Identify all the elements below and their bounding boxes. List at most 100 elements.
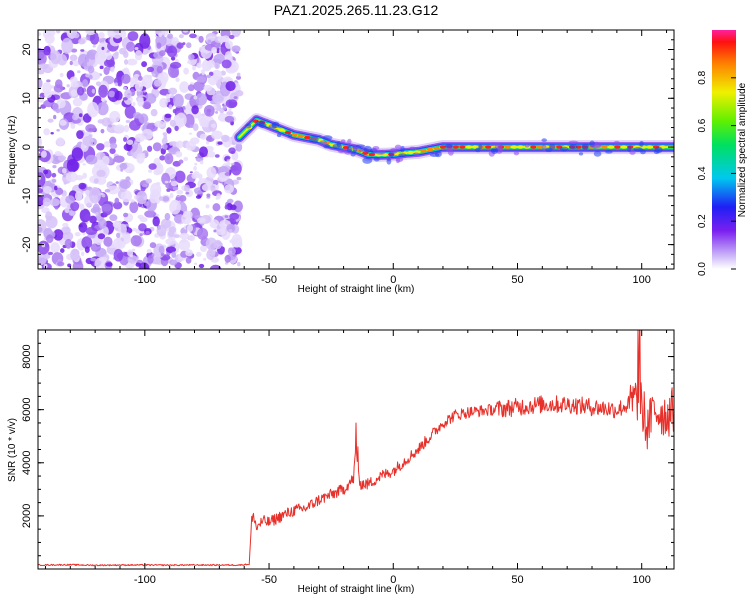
noise-blob	[169, 119, 177, 127]
noise-blob	[170, 68, 180, 78]
ridge-glow	[318, 140, 327, 147]
ridge-glow	[633, 147, 643, 152]
noise-blob	[89, 186, 101, 204]
noise-blob	[174, 125, 179, 132]
noise-blob	[119, 162, 128, 170]
noise-blob	[57, 155, 67, 162]
noise-blob	[53, 229, 64, 241]
x-tick-label: 0	[390, 574, 396, 586]
noise-blob	[171, 36, 179, 46]
noise-blob	[159, 97, 168, 108]
colorbar: 0.0 0.2 0.4 0.6 0.8 Normalized spectral ampl…	[697, 30, 748, 276]
ridge-glow	[363, 145, 372, 153]
noise-blob	[169, 94, 174, 99]
ridge-hot-spot	[646, 145, 653, 149]
noise-blob	[125, 119, 131, 124]
noise-blob	[149, 242, 157, 249]
noise-blob	[46, 79, 51, 83]
noise-blob	[137, 75, 143, 81]
noise-blob	[203, 104, 215, 117]
noise-blob	[107, 185, 120, 195]
ridge-hot-spot	[439, 145, 447, 149]
noise-blob	[54, 150, 62, 157]
noise-blob	[165, 238, 177, 245]
ridge-glow	[255, 120, 265, 127]
noise-blob	[144, 153, 149, 157]
ridge-hot-spot	[620, 145, 628, 149]
ridge-hot-spot	[420, 149, 427, 153]
noise-blob	[196, 217, 206, 224]
noise-blob	[148, 163, 157, 170]
noise-blob	[221, 246, 225, 252]
noise-blob	[38, 51, 47, 66]
noise-blob	[162, 196, 170, 202]
noise-blob	[161, 143, 168, 150]
x-tick-label: 0	[390, 274, 396, 286]
noise-blob	[113, 30, 121, 34]
noise-blob	[170, 180, 178, 187]
ridge-glow	[362, 157, 373, 164]
noise-blob	[217, 141, 224, 145]
noise-blob	[210, 185, 216, 192]
spectrogram-frame	[37, 29, 675, 270]
noise-blob	[226, 111, 234, 116]
noise-blob	[233, 96, 238, 99]
noise-blob	[151, 73, 156, 77]
noise-blob	[120, 190, 132, 203]
ridge-glow	[549, 144, 556, 150]
noise-blob	[82, 163, 86, 166]
noise-blob	[124, 105, 136, 119]
noise-blob	[199, 133, 208, 140]
ridge-glow	[373, 156, 380, 162]
noise-blob	[38, 176, 42, 181]
noise-blob	[187, 224, 194, 232]
spectrogram-x-ticks: -100 -50 0 50 100	[44, 30, 668, 286]
noise-blob	[163, 134, 168, 140]
noise-blob	[47, 118, 54, 123]
noise-blob	[195, 195, 202, 199]
noise-blob	[38, 69, 45, 75]
noise-blob	[224, 215, 229, 218]
ridge-glow	[591, 143, 602, 149]
noise-blob	[146, 74, 153, 79]
noise-blob	[235, 142, 243, 152]
noise-blob	[194, 262, 198, 265]
noise-blob	[211, 130, 223, 140]
noise-blob	[121, 73, 131, 84]
ridge-hot-spot	[452, 145, 460, 149]
noise-blob	[161, 137, 168, 145]
noise-blob	[72, 113, 79, 121]
noise-blob	[165, 246, 177, 254]
noise-blob	[188, 54, 195, 61]
noise-blob	[62, 231, 74, 242]
noise-blob	[213, 183, 217, 187]
noise-blob	[236, 176, 242, 181]
noise-blob	[116, 232, 121, 239]
noise-blob	[109, 214, 118, 222]
noise-blob	[80, 49, 85, 52]
noise-blob	[101, 155, 110, 166]
noise-blob	[88, 74, 93, 80]
noise-blob	[208, 71, 214, 77]
noise-blob	[59, 72, 64, 78]
noise-blob	[195, 92, 208, 106]
noise-blob	[64, 238, 73, 249]
noise-blob	[69, 60, 73, 66]
ridge-glow	[639, 140, 644, 147]
noise-blob	[150, 182, 162, 197]
noise-blob	[77, 53, 89, 67]
noise-blob	[234, 90, 244, 97]
noise-blob	[169, 61, 182, 69]
noise-blob	[230, 204, 237, 211]
noise-blob	[213, 229, 217, 233]
ridge-hot-spot	[510, 145, 518, 149]
noise-blob	[89, 215, 97, 224]
noise-blob	[227, 247, 236, 256]
noise-blob	[178, 34, 184, 39]
noise-blob	[172, 109, 177, 114]
noise-blob	[237, 261, 241, 267]
noise-blob	[164, 153, 174, 165]
noise-blob	[155, 163, 164, 175]
noise-blob	[236, 72, 241, 77]
y-tick-label: 20	[21, 43, 33, 55]
